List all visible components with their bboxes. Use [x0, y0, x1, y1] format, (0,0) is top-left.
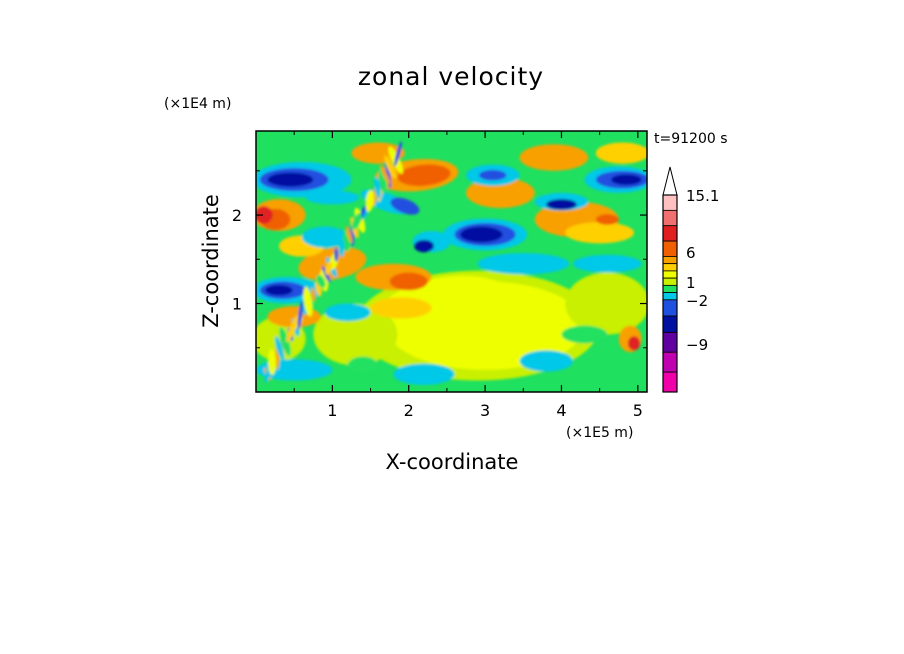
- time-label: t=91200 s: [654, 131, 728, 147]
- colorbar-cell: [662, 270, 678, 279]
- colorbar-label: 6: [686, 244, 696, 262]
- heatmap-contour-blob: [466, 177, 535, 208]
- colorbar-cell: [662, 284, 678, 293]
- heatmap-contour-blob: [519, 350, 573, 372]
- heatmap-streak: [274, 336, 285, 362]
- colorbar-label: −9: [686, 336, 708, 354]
- colorbar-cell: [662, 225, 678, 242]
- plot-frame: [255, 130, 648, 393]
- heatmap-streak: [279, 327, 291, 356]
- heatmap-streak: [286, 314, 300, 343]
- heatmap-contour-blob: [565, 272, 647, 335]
- heatmap-streak: [338, 238, 345, 257]
- x-tick-label: 4: [556, 401, 566, 420]
- colorbar-cell: [662, 240, 678, 257]
- colorbar-cell: [662, 351, 678, 373]
- heatmap-contour-blob: [301, 226, 348, 248]
- heatmap-contour-blob: [305, 190, 360, 205]
- heatmap-contour-blob: [565, 222, 635, 244]
- x-axis-ticks: 1 2 3 4 5: [293, 131, 643, 420]
- heatmap-streak: [394, 141, 402, 167]
- heatmap-contour-blob: [519, 144, 589, 171]
- heatmap-streak: [325, 261, 332, 275]
- heatmap-contour-blob: [572, 254, 642, 273]
- heatmap-contour-blob: [477, 253, 570, 275]
- colorbar-label: 15.1: [686, 187, 719, 205]
- heatmap-contour-blob: [611, 174, 642, 185]
- colorbar-cell: [662, 371, 678, 393]
- heatmap-streak: [297, 300, 303, 330]
- heatmap-contour-blob: [390, 197, 420, 215]
- colorbar-cell: [662, 256, 678, 265]
- y-axis-label: Z-coordinate: [199, 194, 223, 328]
- heatmap-contour-blob: [595, 214, 619, 225]
- x-tick-label: 5: [633, 401, 643, 420]
- heatmap-contour-blob: [627, 336, 641, 351]
- x-unit-label: (×1E5 m): [566, 425, 633, 441]
- heatmap-contour-blob: [414, 239, 434, 253]
- colorbar-cell: [662, 299, 678, 317]
- heatmap-contour-blob: [265, 284, 293, 296]
- colorbar-label: −2: [686, 292, 708, 310]
- heatmap-streak: [303, 286, 313, 317]
- chart-title: zonal velocity: [358, 62, 544, 91]
- colorbar-label: 1: [686, 274, 696, 292]
- heatmap-streak: [385, 158, 392, 189]
- heatmap-contour-blob: [478, 169, 507, 181]
- heatmap-contour-blob: [595, 142, 647, 164]
- x-axis-label: X-coordinate: [386, 450, 519, 474]
- colorbar-cell: [662, 263, 678, 272]
- colorbar-cell: [662, 277, 678, 286]
- heatmap-contour-blob: [389, 272, 428, 291]
- colorbar-cell: [662, 209, 678, 227]
- heatmap-contour-blob: [256, 206, 273, 224]
- colorbar: 15.1 6 1−2 −9: [662, 166, 719, 393]
- heatmap-streak: [311, 287, 316, 302]
- y-axis-ticks: 12: [232, 170, 647, 349]
- colorbar-arrow: [662, 166, 678, 196]
- heatmap-streak: [316, 274, 326, 288]
- heatmap-contour-blob: [370, 297, 432, 319]
- x-tick-label: 1: [327, 401, 337, 420]
- colorbar-cell: [662, 315, 678, 333]
- y-tick-label: 2: [232, 206, 242, 225]
- colorbar-frame: [662, 194, 678, 393]
- heatmap-streak: [380, 164, 391, 185]
- heatmap-contour-blob: [397, 164, 451, 187]
- heatmap-contour-blob: [561, 325, 608, 344]
- heatmap-streak: [365, 189, 374, 212]
- heatmap-streak: [351, 212, 362, 230]
- heatmap-plot-area: [256, 131, 647, 392]
- x-tick-label: 3: [480, 401, 490, 420]
- colorbar-cell: [662, 194, 678, 211]
- heatmap-contour-blob: [378, 275, 516, 341]
- heatmap-contour-blob: [393, 363, 455, 385]
- colorbar-cell: [662, 331, 678, 353]
- colorbar-cell: [662, 292, 678, 301]
- heatmap-streak: [345, 225, 353, 244]
- heatmap-streak: [334, 247, 339, 262]
- heatmap-streak: [384, 155, 397, 180]
- heatmap-streak: [268, 348, 277, 375]
- heatmap-contour-blob: [546, 199, 577, 210]
- y-tick-label: 1: [232, 295, 242, 314]
- heatmap-contour-blob: [347, 356, 379, 375]
- heatmap-contour-blob: [459, 226, 503, 243]
- heatmap-streak: [373, 176, 381, 199]
- heatmap-contour-blob: [324, 303, 371, 322]
- x-tick-label: 2: [404, 401, 414, 420]
- y-unit-label: (×1E4 m): [164, 96, 231, 112]
- heatmap-contour-blob: [267, 172, 314, 187]
